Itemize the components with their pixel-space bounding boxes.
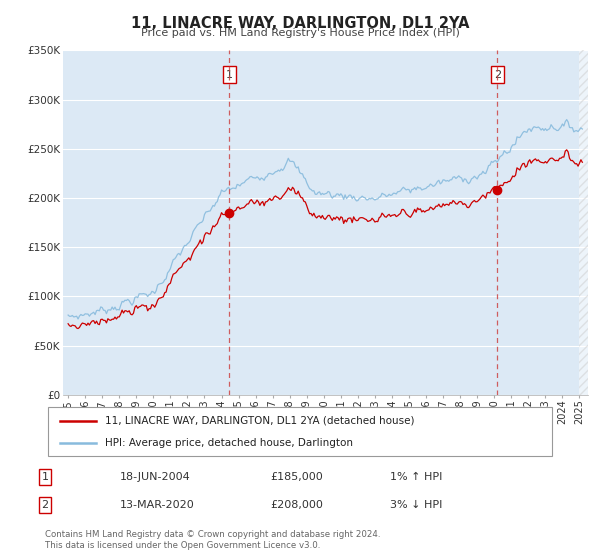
Text: £185,000: £185,000	[270, 472, 323, 482]
Text: 1% ↑ HPI: 1% ↑ HPI	[390, 472, 442, 482]
Text: £208,000: £208,000	[270, 500, 323, 510]
Text: 11, LINACRE WAY, DARLINGTON, DL1 2YA (detached house): 11, LINACRE WAY, DARLINGTON, DL1 2YA (de…	[105, 416, 415, 426]
Bar	[580, 50, 596, 395]
Text: Contains HM Land Registry data © Crown copyright and database right 2024.: Contains HM Land Registry data © Crown c…	[45, 530, 380, 539]
Text: HPI: Average price, detached house, Darlington: HPI: Average price, detached house, Darl…	[105, 437, 353, 447]
Text: 13-MAR-2020: 13-MAR-2020	[120, 500, 195, 510]
Text: This data is licensed under the Open Government Licence v3.0.: This data is licensed under the Open Gov…	[45, 541, 320, 550]
Text: 18-JUN-2004: 18-JUN-2004	[120, 472, 191, 482]
Text: Price paid vs. HM Land Registry's House Price Index (HPI): Price paid vs. HM Land Registry's House …	[140, 28, 460, 38]
Text: 2: 2	[41, 500, 49, 510]
Text: 1: 1	[41, 472, 49, 482]
Text: 3% ↓ HPI: 3% ↓ HPI	[390, 500, 442, 510]
Text: 11, LINACRE WAY, DARLINGTON, DL1 2YA: 11, LINACRE WAY, DARLINGTON, DL1 2YA	[131, 16, 469, 31]
Text: 1: 1	[226, 69, 233, 80]
Text: 2: 2	[494, 69, 501, 80]
